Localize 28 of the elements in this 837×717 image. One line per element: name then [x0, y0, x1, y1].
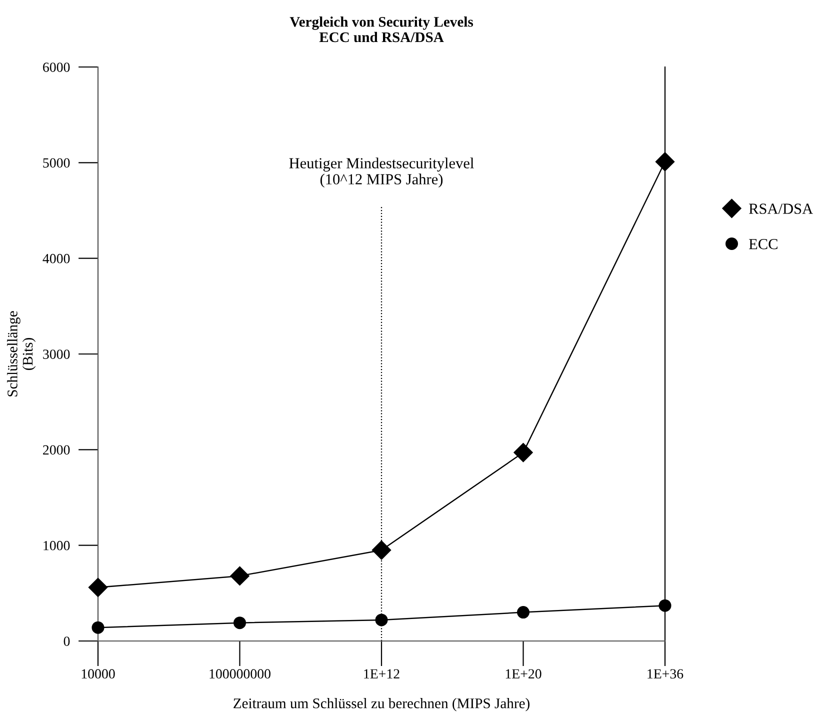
point	[88, 578, 108, 597]
ref-line-label: Heutiger Mindestsecuritylevel (10^12 MIPS Jahre)	[289, 158, 474, 188]
y-axis-title: Schlüssellänge (Bits)	[7, 311, 36, 396]
chart-title: Vergleich von Security Levels ECC und RSA/DSA	[290, 16, 474, 42]
x-tick-label: 1E+12	[364, 669, 400, 678]
y-tick-label: 0	[64, 636, 70, 646]
legend-label: ECC	[748, 238, 778, 250]
y-tick-label: 5000	[43, 158, 70, 168]
y-tick-label: 3000	[43, 350, 70, 359]
x-tick-label: 1E+36	[648, 669, 684, 679]
y-tick-label: 2000	[43, 445, 70, 455]
point	[517, 606, 530, 619]
x-axis-title: Zeitraum um Schlüssel zu berechnen (MIPS Jahre)	[234, 698, 530, 712]
y-tick-label: 1000	[44, 540, 70, 550]
point	[372, 540, 392, 560]
point	[655, 152, 675, 172]
y-tick-label: 4000	[42, 254, 70, 264]
point	[230, 566, 250, 586]
x-tick-label: 10000	[82, 669, 115, 679]
y-tick-label: 6000	[43, 62, 70, 72]
point	[234, 616, 246, 630]
point	[514, 443, 533, 462]
x-tick-label: 100000000	[210, 669, 270, 679]
point	[92, 621, 104, 634]
point	[375, 614, 388, 626]
point	[658, 599, 672, 612]
legend-label: RSA/DSA	[748, 204, 813, 214]
x-tick-label: 1E+20	[506, 669, 542, 679]
